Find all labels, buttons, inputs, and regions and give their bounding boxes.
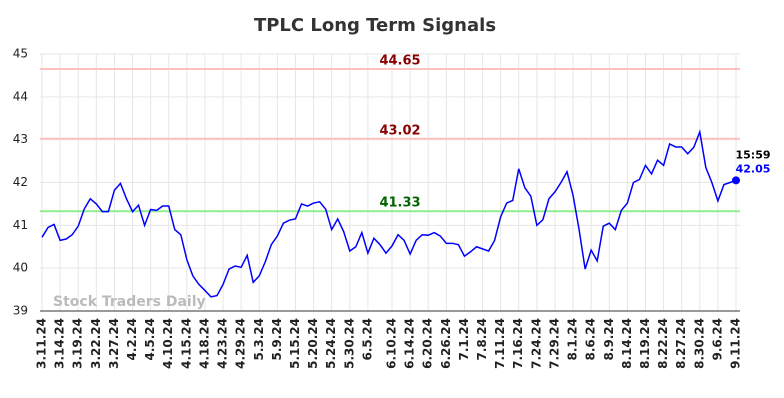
chart-title: TPLC Long Term Signals: [254, 15, 496, 36]
x-tick-label: 4.23.24: [216, 318, 230, 369]
x-tick-label: 8.30.24: [692, 318, 706, 369]
x-tick-label: 4.18.24: [197, 318, 211, 369]
x-tick-label: 7.1.24: [457, 318, 471, 361]
x-tick-label: 7.29.24: [547, 318, 561, 369]
y-tick-label: 42: [13, 175, 28, 189]
x-tick-label: 7.16.24: [511, 318, 525, 369]
x-tick-label: 5.15.24: [288, 318, 302, 369]
x-tick-label: 8.6.24: [584, 318, 598, 361]
x-tick-label: 8.9.24: [602, 318, 616, 361]
x-tick-label: 8.22.24: [656, 318, 670, 369]
x-tick-label: 7.8.24: [475, 318, 489, 361]
x-tick-label: 6.14.24: [403, 318, 417, 369]
last-value: 42.05: [736, 162, 771, 175]
y-tick-label: 39: [13, 304, 28, 318]
x-tick-label: 5.30.24: [342, 318, 356, 369]
x-tick-label: 3.11.24: [35, 318, 49, 369]
x-tick-label: 7.24.24: [529, 318, 543, 369]
x-tick-label: 6.26.24: [439, 318, 453, 369]
x-tick-label: 4.2.24: [125, 318, 139, 361]
x-tick-label: 8.19.24: [638, 318, 652, 369]
x-tick-label: 4.10.24: [161, 318, 175, 369]
x-tick-label: 9.6.24: [710, 318, 724, 361]
last-point: [732, 176, 740, 185]
x-tick-label: 8.14.24: [620, 318, 634, 369]
last-time: 15:59: [735, 148, 770, 161]
x-tick-label: 3.27.24: [107, 318, 121, 369]
x-tick-label: 5.3.24: [252, 318, 266, 361]
reference-label: 43.02: [379, 123, 420, 138]
reference-label: 44.65: [379, 53, 420, 68]
x-tick-label: 6.20.24: [421, 318, 435, 369]
x-tick-label: 9.11.24: [729, 318, 743, 369]
price-line: [41, 129, 737, 298]
x-tick-label: 5.20.24: [306, 318, 320, 369]
x-tick-label: 5.24.24: [324, 318, 338, 369]
x-tick-label: 6.5.24: [360, 318, 374, 361]
x-tick-label: 3.19.24: [71, 318, 85, 369]
x-tick-label: 4.5.24: [143, 318, 157, 361]
y-tick-label: 44: [13, 89, 28, 103]
x-tick-label: 4.29.24: [234, 318, 248, 369]
x-tick-label: 5.9.24: [270, 318, 284, 361]
y-tick-label: 40: [13, 261, 28, 275]
y-tick-label: 41: [13, 218, 28, 232]
x-tick-label: 3.22.24: [89, 318, 103, 369]
x-tick-label: 7.11.24: [493, 318, 507, 369]
x-tick-label: 8.1.24: [566, 318, 580, 361]
x-tick-label: 6.10.24: [385, 318, 399, 369]
y-tick-label: 43: [13, 132, 28, 146]
y-tick-label: 45: [13, 47, 28, 61]
x-tick-label: 3.14.24: [53, 318, 67, 369]
x-tick-label: 8.27.24: [674, 318, 688, 369]
reference-label: 41.33: [379, 196, 420, 211]
x-tick-label: 4.15.24: [179, 318, 193, 369]
watermark: Stock Traders Daily: [53, 294, 206, 310]
